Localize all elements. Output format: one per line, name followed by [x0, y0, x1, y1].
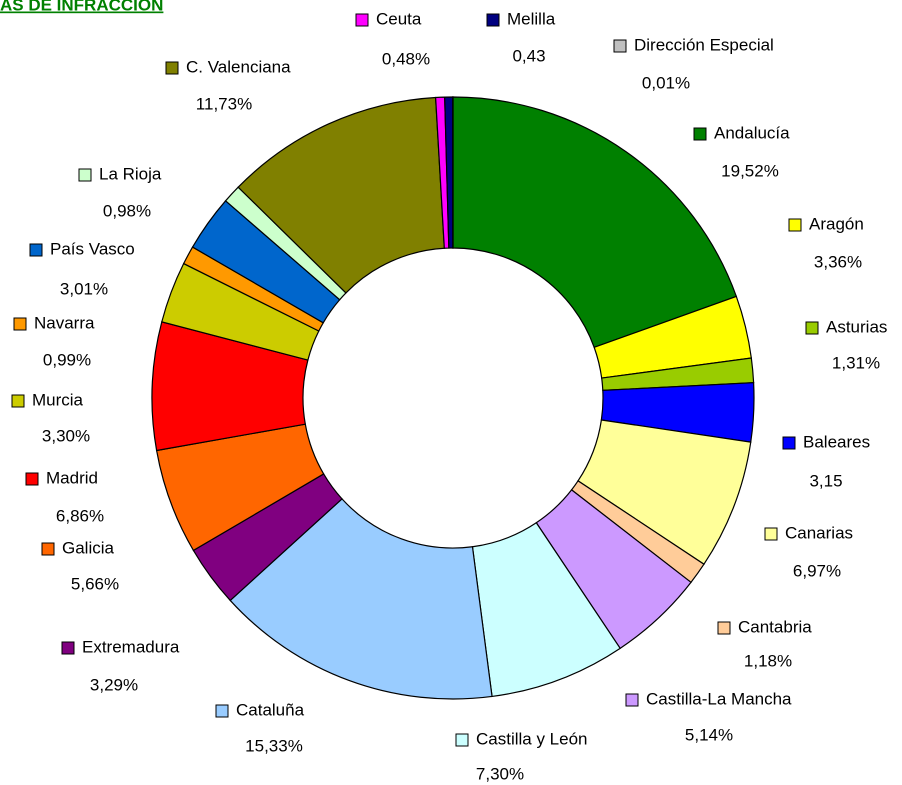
value-label: 6,86% [56, 506, 104, 525]
value-label: 1,31% [832, 353, 880, 372]
legend-swatch [78, 168, 92, 182]
category-label: La Rioja [99, 164, 162, 183]
value-label: 3,01% [60, 279, 108, 298]
category-label: Cantabria [738, 617, 812, 636]
legend-swatch [165, 61, 179, 75]
value-label: 5,66% [71, 574, 119, 593]
legend-swatch [455, 733, 469, 747]
donut-slice [237, 96, 445, 294]
category-label: Aragón [809, 214, 864, 233]
category-label: Castilla-La Mancha [646, 689, 792, 708]
value-label: 0,99% [43, 350, 91, 369]
category-label: Dirección Especial [634, 35, 774, 54]
legend-swatch [693, 127, 707, 141]
category-label: C. Valenciana [186, 57, 291, 76]
category-label: Castilla y León [476, 729, 588, 748]
legend-swatch [11, 394, 25, 408]
category-label: País Vasco [50, 239, 135, 258]
category-label: Ceuta [376, 9, 422, 28]
legend-swatch [29, 243, 43, 257]
value-label: 3,15 [809, 471, 842, 490]
value-label: 3,36% [814, 252, 862, 271]
category-label: Canarias [785, 523, 853, 542]
category-label: Asturias [826, 317, 887, 336]
category-label: Baleares [803, 432, 870, 451]
donut-slice [229, 498, 493, 700]
legend-swatch [486, 13, 500, 27]
legend-swatch [805, 321, 819, 335]
legend-swatch [625, 693, 639, 707]
legend-swatch [764, 527, 778, 541]
value-label: 6,97% [793, 561, 841, 580]
value-label: 0,98% [103, 201, 151, 220]
category-label: Murcia [32, 390, 84, 409]
category-label: Cataluña [236, 700, 305, 719]
category-label: Andalucía [714, 123, 790, 142]
legend-swatch [215, 704, 229, 718]
legend-swatch [61, 641, 75, 655]
category-label: Extremadura [82, 637, 180, 656]
category-label: Navarra [34, 313, 95, 332]
value-label: 1,18% [744, 651, 792, 670]
legend-swatch [25, 472, 39, 486]
value-label: 11,73% [196, 94, 252, 113]
value-label: 5,14% [685, 725, 733, 744]
legend-swatch [41, 542, 55, 556]
value-label: 0,43 [512, 46, 545, 65]
category-label: Madrid [46, 468, 98, 487]
legend-swatch [782, 436, 796, 450]
category-label: Galicia [62, 538, 115, 557]
legend-swatch [355, 13, 369, 27]
value-label: 7,30% [476, 764, 524, 783]
donut-slice [452, 96, 738, 349]
value-label: 3,29% [90, 675, 138, 694]
value-label: 19,52% [721, 161, 779, 180]
legend-swatch [717, 621, 731, 635]
value-label: 15,33% [245, 736, 303, 755]
legend-swatch [788, 218, 802, 232]
value-label: 0,01% [642, 73, 690, 92]
legend-swatch [13, 317, 27, 331]
value-label: 3,30% [42, 426, 90, 445]
value-label: 0,48% [382, 49, 430, 68]
legend-swatch [613, 39, 627, 53]
category-label: Melilla [507, 9, 556, 28]
chart-title: AS DE INFRACCIÓN [0, 0, 163, 14]
